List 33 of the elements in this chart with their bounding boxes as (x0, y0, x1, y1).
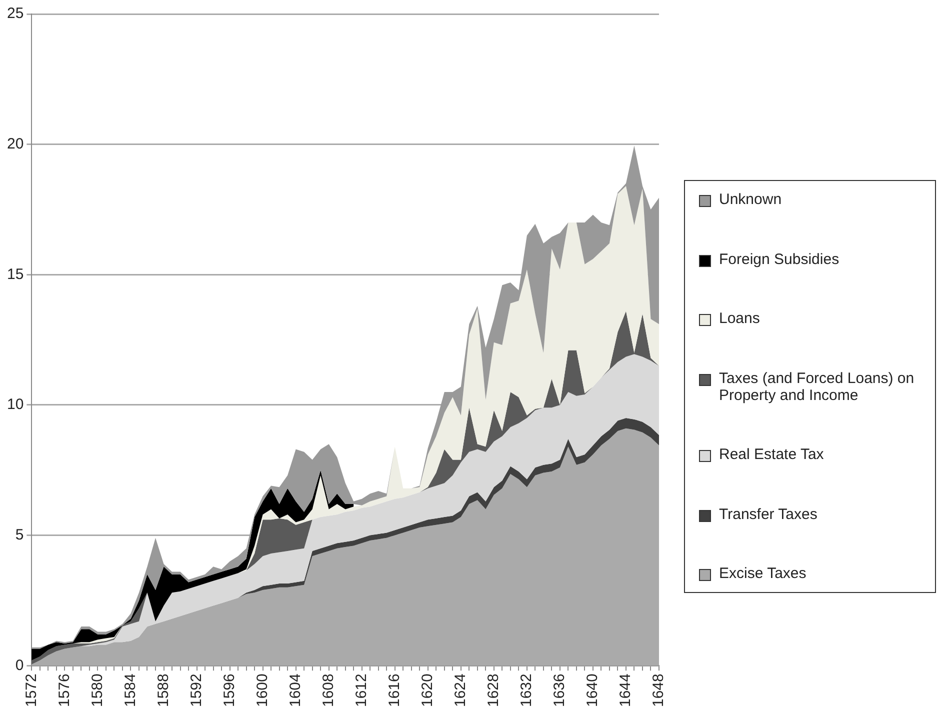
x-tick-label: 1636 (551, 674, 568, 708)
x-tick-label: 1612 (352, 674, 370, 708)
x-tick-label: 1596 (220, 674, 238, 708)
legend-label: Loans (719, 310, 760, 327)
legend-label: Transfer Taxes (719, 506, 818, 522)
x-tick-label: 1592 (188, 674, 205, 708)
y-tick-label: 10 (6, 396, 24, 414)
legend-label: Unknown (719, 191, 782, 208)
x-tick-label: 1608 (320, 674, 337, 708)
x-tick-label: 1624 (452, 674, 470, 708)
y-tick-label: 5 (15, 526, 24, 544)
x-tick-label: 1572 (22, 674, 40, 708)
y-tick-label: 20 (6, 135, 24, 152)
x-tick-label: 1616 (386, 674, 404, 708)
y-tick-label: 0 (15, 656, 24, 674)
legend-label: Real Estate Tax (719, 446, 824, 463)
x-tick-label: 1584 (122, 674, 139, 708)
x-tick-label: 1580 (88, 674, 106, 708)
legend-label: Foreign Subsidies (719, 250, 840, 268)
x-tick-label: 1628 (485, 674, 502, 708)
y-tick-label: 15 (6, 266, 24, 283)
x-tick-label: 1604 (286, 674, 304, 708)
x-tick-label: 1640 (584, 674, 602, 708)
x-tick-label: 1644 (617, 674, 634, 708)
legend-label: Taxes (and Forced Loans) on Property and Income (719, 370, 916, 404)
legend-label: Excise Taxes (719, 565, 806, 582)
x-tick-label: 1588 (154, 674, 172, 708)
x-tick-label: 1620 (419, 674, 436, 708)
x-tick-label: 1600 (254, 674, 271, 708)
x-tick-label: 1648 (650, 674, 668, 708)
x-tick-label: 1632 (518, 674, 536, 708)
y-tick-label: 25 (6, 5, 24, 22)
x-tick-label: 1576 (56, 674, 73, 708)
